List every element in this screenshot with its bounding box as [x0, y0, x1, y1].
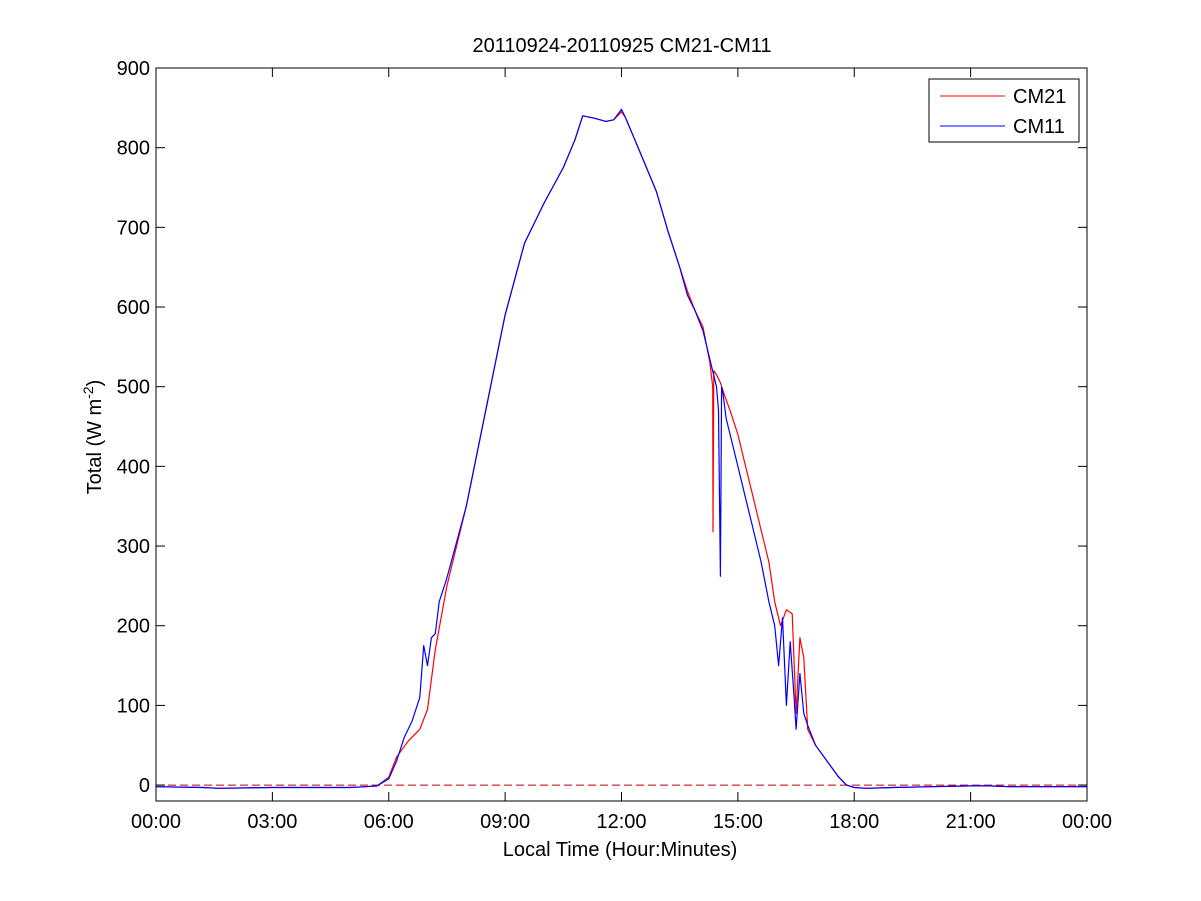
x-tick-label: 06:00: [364, 811, 414, 833]
y-tick-label: 100: [117, 695, 150, 717]
x-tick-label: 00:00: [131, 811, 181, 833]
chart-title: 20110924-20110925 CM21-CM11: [472, 35, 771, 57]
y-axis-label: Total (W m-2): [80, 380, 106, 495]
series-line-cm11: [155, 108, 1087, 789]
legend-box: [928, 78, 1080, 143]
x-tick-label: 00:00: [1062, 811, 1112, 833]
x-tick-label: 09:00: [480, 811, 530, 833]
y-tick-label: 700: [117, 217, 150, 239]
y-axis-label-exponent: -2: [80, 386, 96, 399]
y-tick-label: 500: [117, 377, 150, 399]
y-axis-label-main: Total (W m: [84, 399, 106, 495]
y-tick-label: 300: [117, 536, 150, 558]
series-layer: [155, 108, 1087, 789]
x-tick-label: 12:00: [596, 811, 646, 833]
x-tick-label: 18:00: [829, 811, 879, 833]
x-tick-label: 03:00: [247, 811, 297, 833]
y-tick-label: 800: [117, 138, 150, 160]
plot-area: [156, 68, 1087, 801]
legend-label-cm21: CM21: [1013, 86, 1066, 108]
y-tick-label: 200: [117, 616, 150, 638]
y-tick-label: 600: [117, 297, 150, 319]
legend: CM21 CM11: [928, 78, 1080, 143]
y-tick-label: 0: [139, 775, 150, 797]
y-axis-label-suffix: ): [84, 380, 106, 387]
x-axis-label: Local Time (Hour:Minutes): [503, 839, 738, 861]
legend-label-cm11: CM11: [1013, 116, 1065, 138]
y-tick-label: 900: [117, 58, 150, 80]
y-tick-label: 400: [117, 456, 150, 478]
x-tick-label: 15:00: [713, 811, 763, 833]
x-tick-label: 21:00: [946, 811, 996, 833]
tick-layer: 00:00 03:00 06:00 09:00 12:00 15:00 18:00 21:00…: [117, 58, 1112, 833]
